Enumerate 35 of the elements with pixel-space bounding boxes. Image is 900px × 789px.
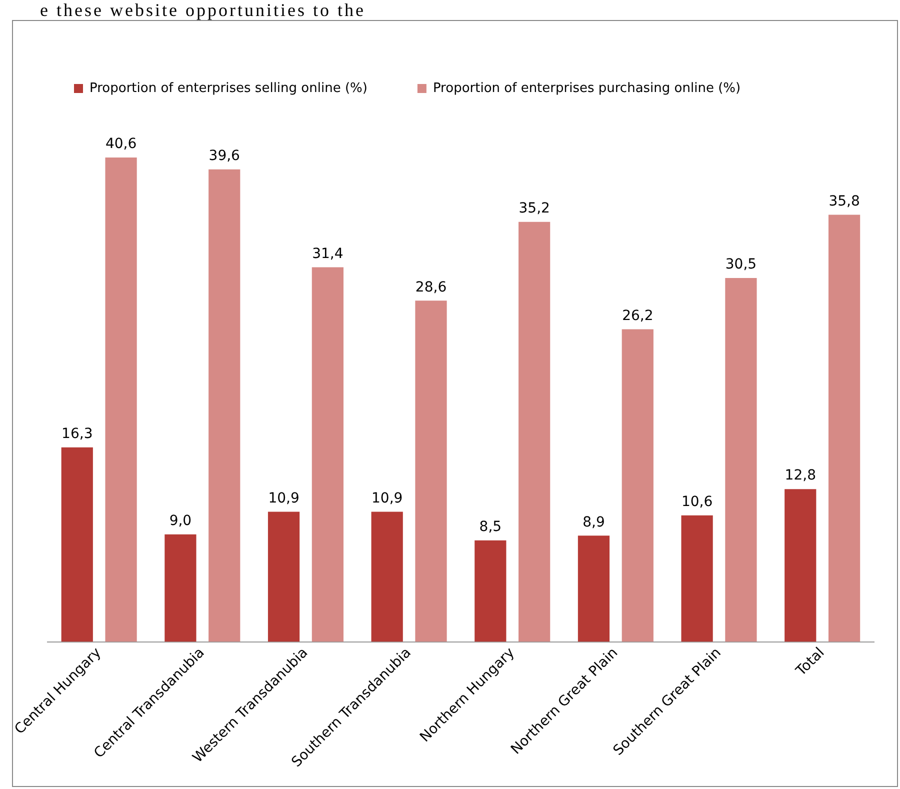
data-label: 40,6: [105, 136, 137, 152]
bar: [208, 169, 240, 642]
data-label: 10,9: [268, 490, 300, 506]
data-label: 12,8: [784, 468, 816, 484]
data-label: 8,5: [479, 519, 502, 536]
legend-label: Proportion of enterprises selling online (%): [90, 80, 368, 96]
data-label: 28,6: [415, 279, 447, 296]
data-label: 16,3: [62, 426, 93, 442]
data-label: 10,9: [372, 490, 403, 506]
bar: [105, 157, 137, 642]
data-label: 8,9: [582, 514, 605, 530]
bar: [784, 489, 816, 642]
legend-label: Proportion of enterprises purchasing online (%): [432, 80, 741, 96]
data-label: 30,5: [725, 256, 757, 273]
data-label: 39,6: [208, 148, 240, 164]
bar: [828, 214, 860, 642]
data-label: 35,2: [518, 200, 550, 217]
bar: [164, 534, 196, 642]
bar: [474, 540, 506, 642]
data-label: 35,8: [828, 193, 860, 210]
bar: [578, 536, 610, 642]
text: e these website opportunities to the: [40, 0, 366, 21]
data-label: 10,6: [681, 494, 713, 510]
bar: [725, 278, 757, 642]
bar: [371, 512, 403, 642]
data-label: 9,0: [169, 513, 192, 530]
bar: [622, 329, 654, 642]
bar: [61, 447, 93, 642]
bar: [681, 515, 713, 642]
bar: [268, 512, 300, 642]
data-label: 31,4: [312, 246, 344, 262]
data-label: 26,2: [622, 308, 654, 324]
bar: [415, 300, 447, 642]
bar: [312, 267, 344, 642]
bar: [518, 222, 550, 642]
